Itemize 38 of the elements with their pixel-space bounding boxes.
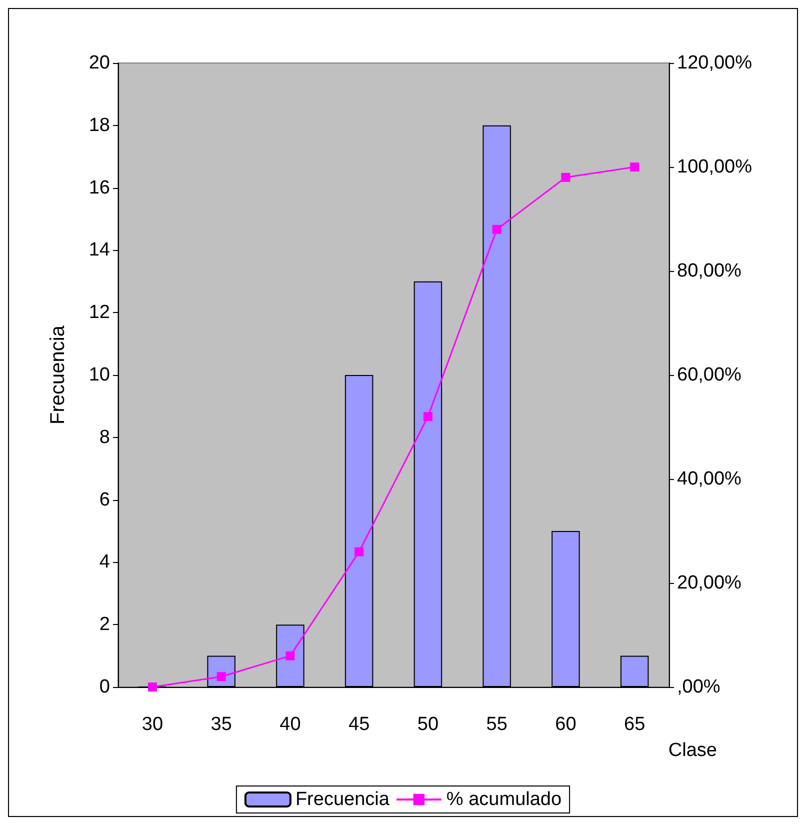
point: [148, 682, 157, 692]
y2-tick-label: 120,00%: [677, 52, 752, 74]
point: [630, 162, 640, 172]
x-tick-label: 40: [280, 714, 301, 735]
y-tick-label: 0: [99, 676, 110, 698]
x-tick-label: 60: [555, 714, 576, 735]
y-axis-title: Frecuencia: [47, 324, 69, 424]
x-tick-label: 45: [348, 714, 370, 735]
y-tick-label: 10: [88, 364, 110, 386]
x-axis-title: Clase: [668, 740, 717, 761]
y2-tick-label: 40,00%: [677, 468, 742, 490]
y2-tick-label: 60,00%: [677, 364, 742, 386]
x-tick-label: 55: [486, 714, 508, 735]
x-tick-label: 35: [210, 714, 232, 735]
x-tick-label: 30: [142, 714, 164, 735]
legend-label: % acumulado: [446, 789, 562, 810]
y-tick-label: 4: [99, 552, 110, 573]
point: [561, 172, 570, 182]
y-tick-label: 12: [88, 302, 110, 324]
y-tick-label: 8: [99, 426, 110, 448]
y2-tick-label: ,00%: [677, 676, 720, 698]
point: [286, 651, 295, 660]
point: [423, 412, 432, 422]
x-tick-label: 50: [417, 714, 439, 735]
y2-tick-label: 100,00%: [677, 156, 752, 178]
y-tick-label: 16: [88, 177, 110, 198]
legend-label: Frecuencia: [295, 789, 390, 810]
y2-tick-label: 80,00%: [677, 260, 742, 282]
y-tick-label: 6: [99, 489, 110, 510]
point: [354, 547, 364, 556]
x-tick-label: 65: [624, 714, 646, 735]
point: [492, 224, 502, 234]
y-tick-label: 18: [88, 114, 110, 136]
y-tick-label: 2: [99, 614, 110, 636]
point: [216, 672, 226, 682]
y-tick-label: 20: [88, 52, 110, 74]
y2-tick-label: 20,00%: [677, 572, 742, 594]
y-tick-label: 14: [88, 240, 110, 261]
